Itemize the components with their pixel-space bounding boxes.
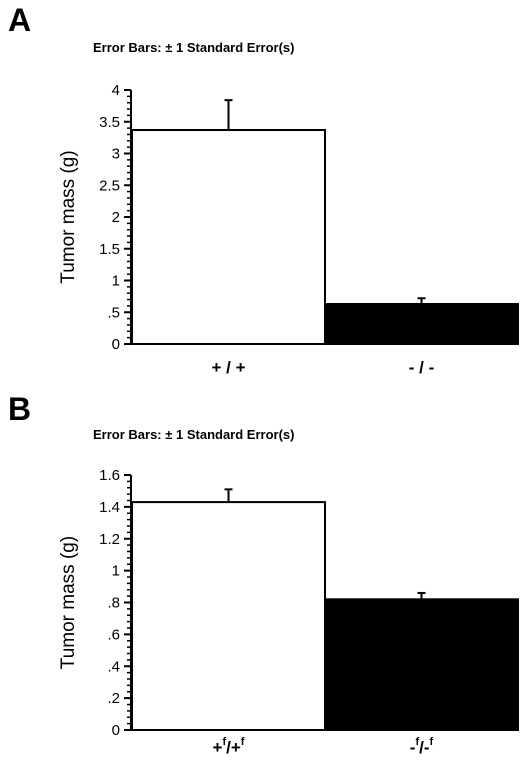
y-axis-label: Tumor mass (g) [58,536,79,669]
y-tick-label: .5 [107,304,120,321]
x-category-label: -f/-f [410,736,434,757]
y-tick-label: 1 [112,563,120,580]
panel-label-b: B [8,391,32,427]
bar [324,302,519,345]
x-category-label: - / - [409,358,435,377]
bar [131,129,326,345]
y-tick-label: 1.5 [99,241,120,258]
bar [131,501,326,731]
y-tick-label: .2 [107,690,120,707]
y-tick-label: 0 [112,722,120,739]
y-tick-label: 3.5 [99,114,120,131]
y-tick-label: 1.4 [99,499,120,516]
error-bars-note-b: Error Bars: ± 1 Standard Error(s) [93,427,295,442]
y-axis-label: Tumor mass (g) [58,150,79,283]
y-tick-label: 1.2 [99,531,120,548]
x-category-label: +f/+f [213,736,245,757]
y-tick-label: 0 [112,336,120,353]
panel-label-a: A [8,2,32,38]
bar-chart-a: 0 .5 1 1.5 2 2.5 3 3.5 4 Tumor mass (g) + / + - / - [58,82,519,377]
y-tick-label: .8 [107,595,120,612]
x-category-label: + / + [211,358,245,377]
y-tick-label: .6 [107,626,120,643]
chart-panel-b: B Error Bars: ± 1 Standard Error(s) 0 .2.… [0,385,520,763]
y-tick-label: 2.5 [99,177,120,194]
chart-panel-a: A Error Bars: ± 1 Standard Error(s) 0 .5 1… [8,2,519,377]
y-tick-label: 1 [112,273,120,290]
bar-chart-b: 0 .2 .4 .6 .8 1 1.2 1.4 1.6 Tumor mass (g) +f/+f -f… [58,467,519,757]
error-bars-note-a: Error Bars: ± 1 Standard Error(s) [93,40,295,55]
y-tick-label: 1.6 [99,467,120,484]
y-tick-label: 2 [112,209,120,226]
y-tick-label: 3 [112,146,120,163]
bar [324,598,519,731]
y-tick-label: .4 [107,658,120,675]
y-tick-label: 4 [112,82,120,99]
